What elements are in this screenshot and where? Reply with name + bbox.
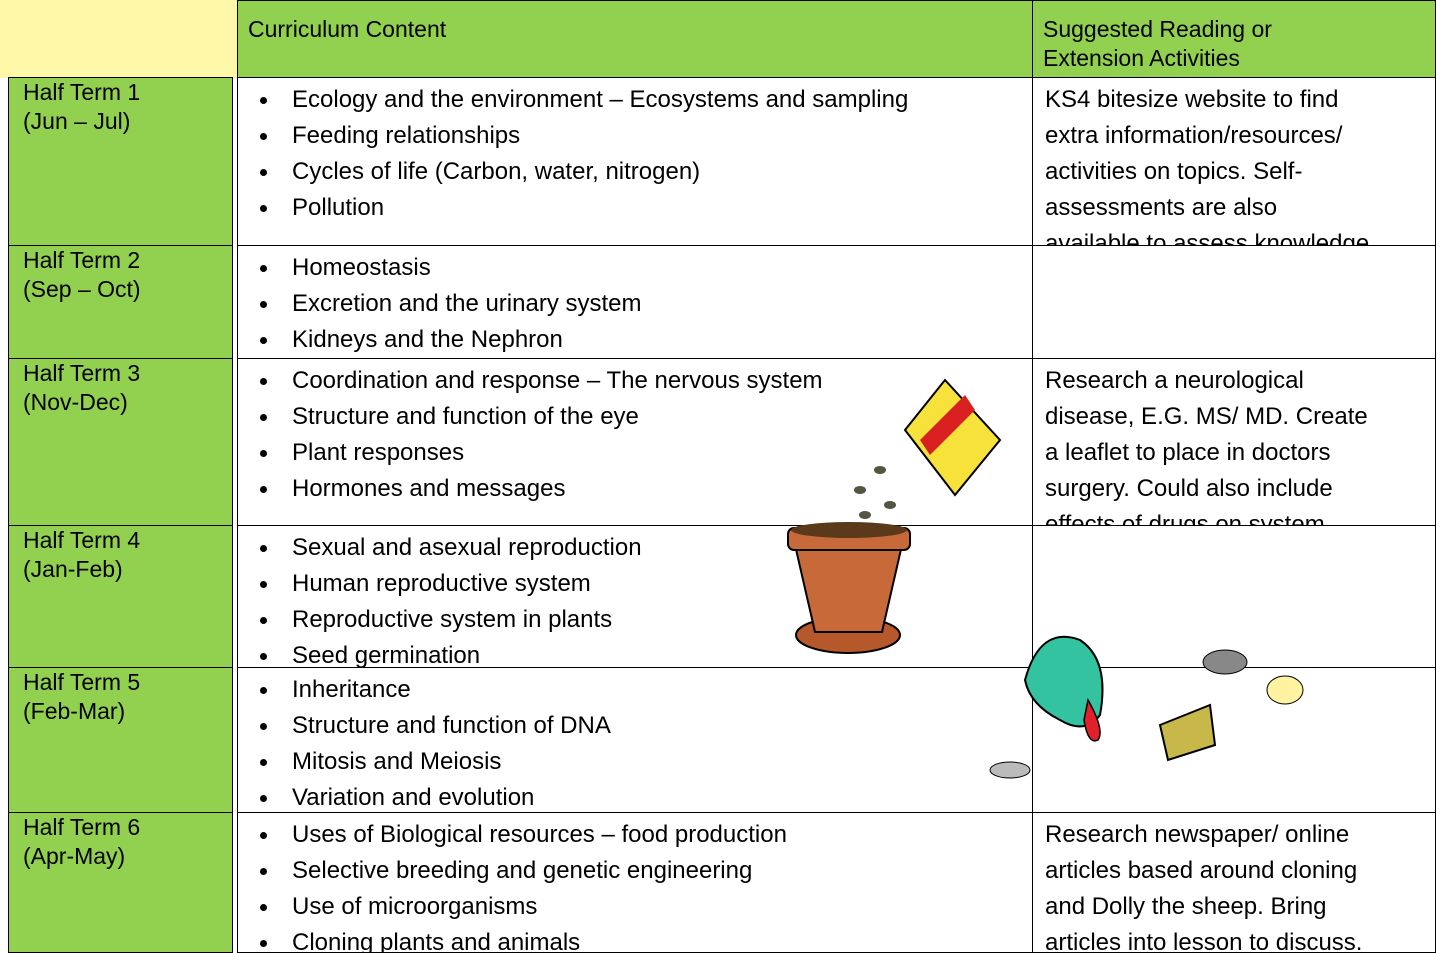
term-dates: (Apr-May) [23,843,126,869]
activity-line: assessments are also [1045,194,1278,221]
activities-cell [1032,525,1436,668]
term-dates: (Jun – Jul) [23,108,131,134]
term-cell: Half Term 2 (Sep – Oct) [8,245,233,359]
header-text: Extension Activities [1043,45,1240,71]
activity-line: Research newspaper/ online [1045,821,1350,848]
topics-cell: Coordination and response – The nervous … [237,358,1033,526]
activity-line: articles into lesson to discuss. [1045,929,1363,953]
term-cell: Half Term 1 (Jun – Jul) [8,77,233,246]
term-label: Half Term 5 [23,669,141,695]
topic-item: Mitosis and Meiosis [238,744,1032,780]
topic-item: Variation and evolution [238,780,1032,812]
activities-cell [1032,245,1436,359]
term-label: Half Term 3 [23,360,141,386]
term-cell: Half Term 3 (Nov-Dec) [8,358,233,526]
term-label: Half Term 1 [23,79,141,105]
term-label: Half Term 2 [23,247,141,273]
topic-item: Structure and function of the eye [238,399,1032,435]
activity-line: articles based around cloning [1045,857,1358,884]
topic-item: Use of microorganisms [238,889,1032,925]
term-cell: Half Term 4 (Jan-Feb) [8,525,233,668]
topic-item: Seed germination [238,638,1032,667]
topic-item: Cloning plants and animals [238,925,1032,952]
header-text: Suggested Reading or [1043,16,1272,42]
topic-item: Pollution [238,190,1032,226]
topic-item: Inheritance [238,672,1032,708]
term-label: Half Term 6 [23,814,141,840]
topics-cell: Sexual and asexual reproduction Human rep… [237,525,1033,668]
term-dates: (Nov-Dec) [23,389,128,415]
activity-line: Research a neurological [1045,367,1304,394]
topics-cell: Homeostasis Excretion and the urinary sys… [237,245,1033,359]
topics-cell: Ecology and the environment – Ecosystems… [237,77,1033,246]
topic-item: Selective breeding and genetic engineeri… [238,853,1032,889]
header-text: Curriculum Content [248,16,447,42]
activities-cell: KS4 bitesize website to find extra inform… [1032,77,1436,246]
topics-cell: Uses of Biological resources – food prod… [237,812,1033,953]
activity-line: effects of drugs on system. [1045,511,1332,526]
topic-item: Structure and function of DNA [238,708,1032,744]
term-cell: Half Term 6 (Apr-May) [8,812,233,953]
corner [0,0,238,78]
term-cell: Half Term 5 (Feb-Mar) [8,667,233,813]
topic-item: Reproductive system in plants [238,602,1032,638]
activities-cell: Research newspaper/ online articles based… [1032,812,1436,953]
term-dates: (Sep – Oct) [23,276,141,302]
term-dates: (Jan-Feb) [23,556,123,582]
activity-line: activities on topics. Self- [1045,158,1303,185]
topic-item: Kidneys and the Nephron [238,322,1032,358]
activity-line: available to assess knowledge. [1045,230,1376,246]
activity-line: and Dolly the sheep. Bring [1045,893,1327,920]
header-cell: Suggested Reading or Extension Activities [1032,0,1436,78]
topic-item: Ecology and the environment – Ecosystems… [238,82,1032,118]
activity-line: disease, E.G. MS/ MD. Create [1045,403,1368,430]
activities-cell [1032,667,1436,813]
topic-item: Homeostasis [238,250,1032,286]
activities-cell: Research a neurological disease, E.G. MS/… [1032,358,1436,526]
topic-item: Coordination and response – The nervous … [238,363,1032,399]
topic-item: Cycles of life (Carbon, water, nitrogen) [238,154,1032,190]
topic-item: Plant responses [238,435,1032,471]
term-dates: (Feb-Mar) [23,698,126,724]
term-label: Half Term 4 [23,527,141,553]
activity-line: surgery. Could also include [1045,475,1333,502]
topic-item: Feeding relationships [238,118,1032,154]
topic-item: Uses of Biological resources – food prod… [238,817,1032,853]
activity-line: extra information/resources/ [1045,122,1343,149]
topic-item: Hormones and messages [238,471,1032,507]
header-cell: Curriculum Content [237,0,1033,78]
activity-line: a leaflet to place in doctors [1045,439,1331,466]
topics-cell: Inheritance Structure and function of DNA… [237,667,1033,813]
activity-line: KS4 bitesize website to find [1045,86,1339,113]
topic-item: Excretion and the urinary system [238,286,1032,322]
topic-item: Sexual and asexual reproduction [238,530,1032,566]
topic-item: Human reproductive system [238,566,1032,602]
